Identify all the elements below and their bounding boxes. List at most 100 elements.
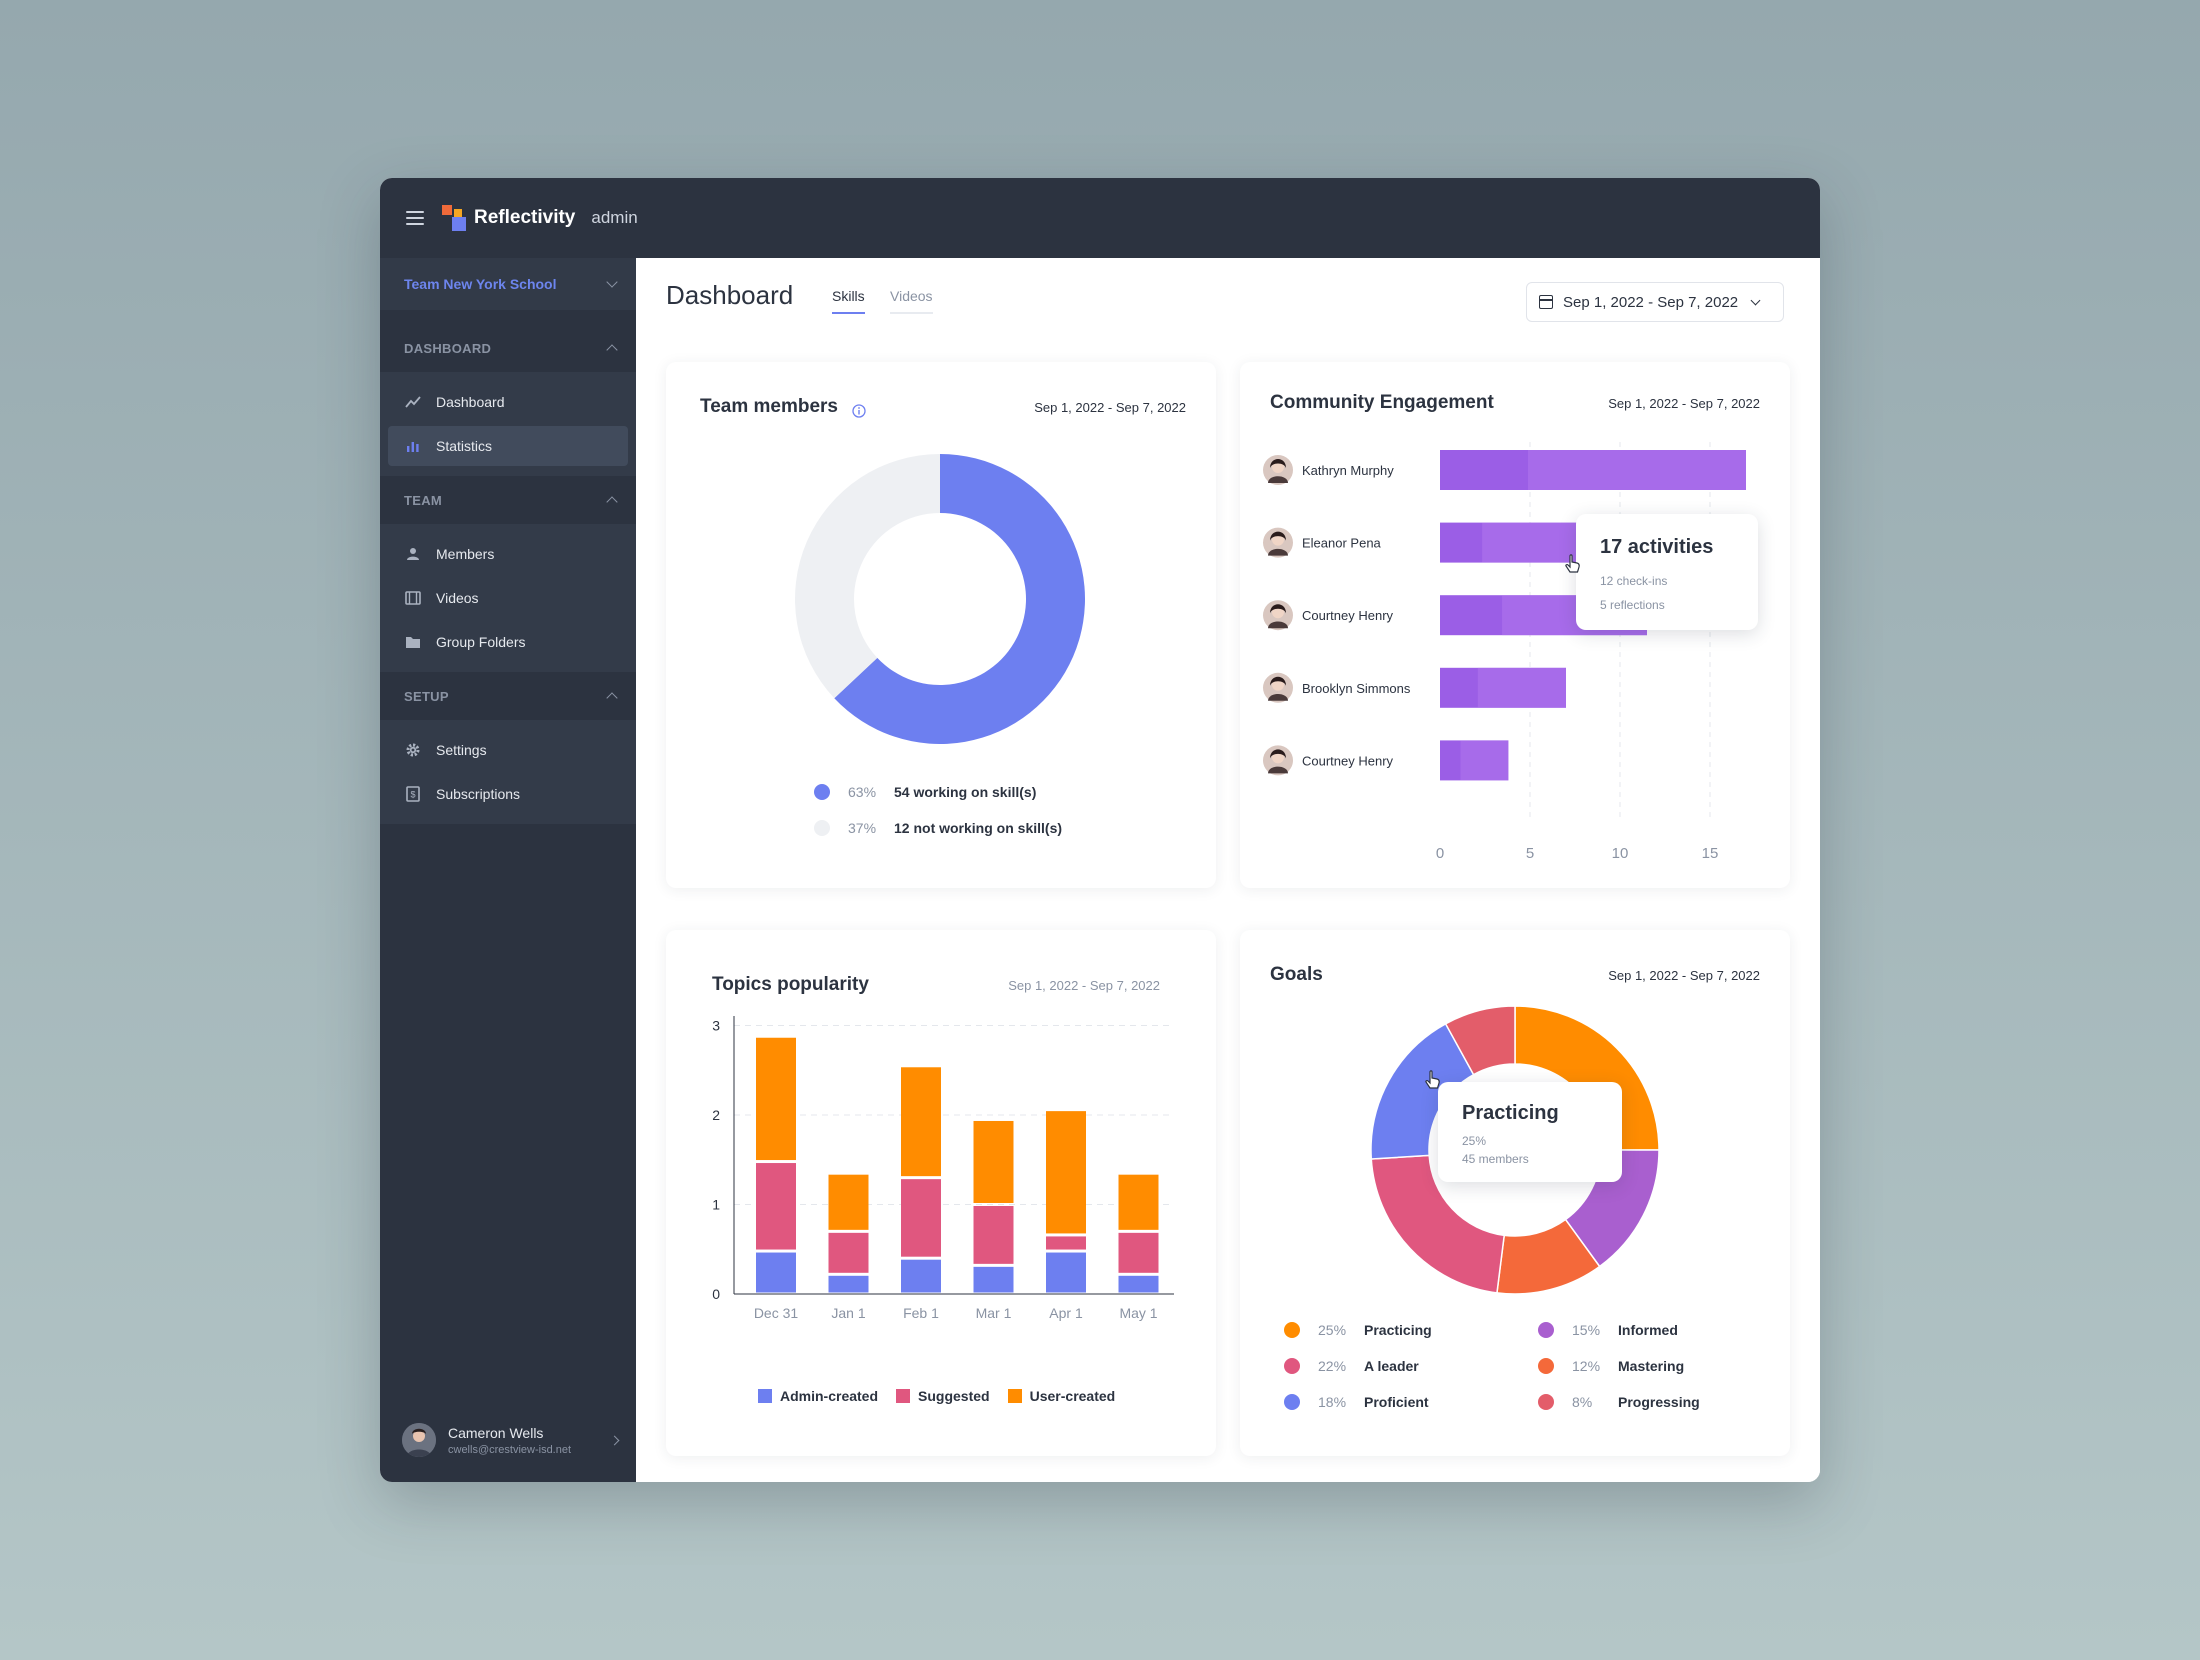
legend-item: 37% 12 not working on skill(s)	[814, 820, 1062, 836]
goals-donut[interactable]	[1371, 1006, 1659, 1294]
legend-dot	[1538, 1358, 1554, 1374]
stacked-bar-segment[interactable]	[901, 1067, 941, 1177]
tab-skills[interactable]: Skills	[832, 288, 865, 314]
member-name: Eleanor Pena	[1302, 536, 1382, 551]
legend-label: Suggested	[918, 1388, 990, 1404]
engagement-bar[interactable]	[1440, 667, 1566, 708]
section-title: TEAM	[404, 492, 443, 508]
legend-label: Proficient	[1364, 1394, 1429, 1410]
x-tick-label: 10	[1612, 845, 1629, 862]
member-avatar	[1263, 745, 1293, 776]
stacked-bar-segment[interactable]	[756, 1163, 796, 1250]
date-range-picker[interactable]: Sep 1, 2022 - Sep 7, 2022	[1526, 282, 1784, 322]
section-title: SETUP	[404, 688, 449, 704]
tooltip-line: 5 reflections	[1600, 598, 1665, 612]
legend-item: 22% A leader	[1284, 1358, 1419, 1374]
main-content: Dashboard Skills Videos Sep 1, 2022 - Se…	[636, 258, 1820, 1482]
tooltip-title: Practicing	[1462, 1102, 1559, 1124]
stacked-bar-segment[interactable]	[1118, 1232, 1159, 1273]
hand-cursor-icon	[1425, 1070, 1440, 1089]
tooltip-line: 45 members	[1462, 1152, 1529, 1166]
chevron-up-icon	[606, 496, 618, 508]
section-dashboard[interactable]: DASHBOARD	[380, 324, 636, 372]
legend-swatch	[1007, 1389, 1022, 1403]
member-avatar	[1263, 672, 1293, 703]
sidebar-item-members[interactable]: Members	[388, 534, 628, 574]
section-dashboard-items: Dashboard Statistics	[380, 372, 636, 476]
menu-icon[interactable]	[406, 211, 424, 225]
donut-slice[interactable]	[795, 454, 940, 699]
x-tick-label: 0	[1436, 845, 1444, 862]
x-tick-label: Mar 1	[976, 1305, 1012, 1321]
page-title: Dashboard	[666, 280, 794, 310]
donut-slice[interactable]	[834, 454, 1085, 744]
chevron-up-icon	[606, 344, 618, 356]
legend-item: 18% Proficient	[1284, 1394, 1429, 1410]
section-setup[interactable]: SETUP	[380, 672, 636, 720]
engagement-bar[interactable]	[1440, 450, 1746, 490]
donut-slice[interactable]	[1514, 1006, 1659, 1151]
stacked-bar-segment[interactable]	[973, 1120, 1014, 1203]
card-date: Sep 1, 2022 - Sep 7, 2022	[1008, 978, 1160, 993]
team-members-donut[interactable]	[795, 454, 1085, 744]
chevron-up-icon	[606, 692, 618, 704]
card-title: Goals	[1270, 964, 1323, 985]
legend-swatch	[758, 1389, 772, 1403]
legend-pct: 12%	[1572, 1358, 1601, 1374]
card-title: Community Engagement	[1270, 392, 1494, 413]
engagement-bar[interactable]	[1440, 740, 1509, 781]
y-tick-label: 0	[712, 1286, 720, 1302]
calendar-icon	[1539, 295, 1553, 309]
legend-label: Admin-created	[780, 1388, 879, 1404]
stacked-bar-segment[interactable]	[973, 1206, 1014, 1264]
user-profile[interactable]: Cameron Wells cwells@crestview-isd.net	[380, 1398, 636, 1482]
chevron-right-icon	[609, 1435, 620, 1445]
stacked-bar-segment[interactable]	[1046, 1111, 1086, 1234]
section-team[interactable]: TEAM	[380, 476, 636, 524]
legend-pct: 37%	[848, 820, 877, 836]
brand-name: Reflectivity	[474, 207, 576, 228]
stacked-bar-segment[interactable]	[973, 1266, 1014, 1293]
chevron-down-icon	[1750, 295, 1761, 305]
sidebar-item-subscriptions[interactable]: $ Subscriptions	[388, 774, 628, 814]
sidebar-item-videos[interactable]: Videos	[388, 578, 628, 618]
engagement-bar[interactable]	[1440, 522, 1581, 563]
stacked-bar-segment[interactable]	[828, 1275, 869, 1293]
user-email: cwells@crestview-isd.net	[448, 1443, 572, 1456]
stacked-bar-segment[interactable]	[901, 1179, 941, 1257]
team-members-card: Team members Sep 1, 2022 - Sep 7, 2022 6…	[666, 362, 1216, 888]
legend-item: 25% Practicing	[1284, 1322, 1432, 1338]
donut-slice[interactable]	[1444, 1006, 1516, 1076]
y-tick-label: 1	[712, 1197, 720, 1213]
stacked-bar-segment[interactable]	[1118, 1275, 1159, 1293]
avatar	[402, 1423, 436, 1457]
chart-legend: Admin-created Suggested User-created	[758, 1388, 1115, 1404]
legend-item: 12% Mastering	[1538, 1358, 1684, 1374]
stacked-bar-segment[interactable]	[1046, 1236, 1086, 1250]
member-name: Courtney Henry	[1302, 608, 1394, 623]
x-tick-label: Dec 31	[754, 1305, 799, 1321]
stacked-bar-segment[interactable]	[756, 1037, 796, 1161]
stacked-bar-segment[interactable]	[901, 1259, 941, 1293]
stacked-bar-segment[interactable]	[828, 1174, 869, 1230]
sidebar-item-settings[interactable]: Settings	[388, 730, 628, 770]
sidebar-item-label: Members	[436, 546, 495, 562]
user-name: Cameron Wells	[448, 1424, 544, 1441]
team-selector[interactable]: Team New York School	[380, 258, 636, 310]
stacked-bar-segment[interactable]	[1046, 1252, 1086, 1293]
legend-dot	[1284, 1322, 1300, 1338]
legend-pct: 63%	[848, 784, 877, 800]
tab-videos[interactable]: Videos	[890, 288, 933, 314]
sidebar-item-group-folders[interactable]: Group Folders	[388, 622, 628, 662]
card-date: Sep 1, 2022 - Sep 7, 2022	[1608, 396, 1760, 411]
sidebar-item-dashboard[interactable]: Dashboard	[388, 382, 628, 422]
member-avatar	[1263, 527, 1293, 558]
stacked-bar-segment[interactable]	[828, 1232, 869, 1273]
sidebar-item-statistics[interactable]: Statistics	[388, 426, 628, 466]
stacked-bar-segment[interactable]	[756, 1252, 796, 1293]
folder-icon	[404, 633, 422, 651]
section-setup-items: Settings $ Subscriptions	[380, 720, 636, 824]
stacked-bar-segment[interactable]	[1118, 1174, 1159, 1230]
info-icon[interactable]	[852, 404, 866, 418]
community-engagement-chart: 0 5 10 15 Kathryn Murphy Eleanor Pena Courtney…	[1263, 442, 1746, 862]
